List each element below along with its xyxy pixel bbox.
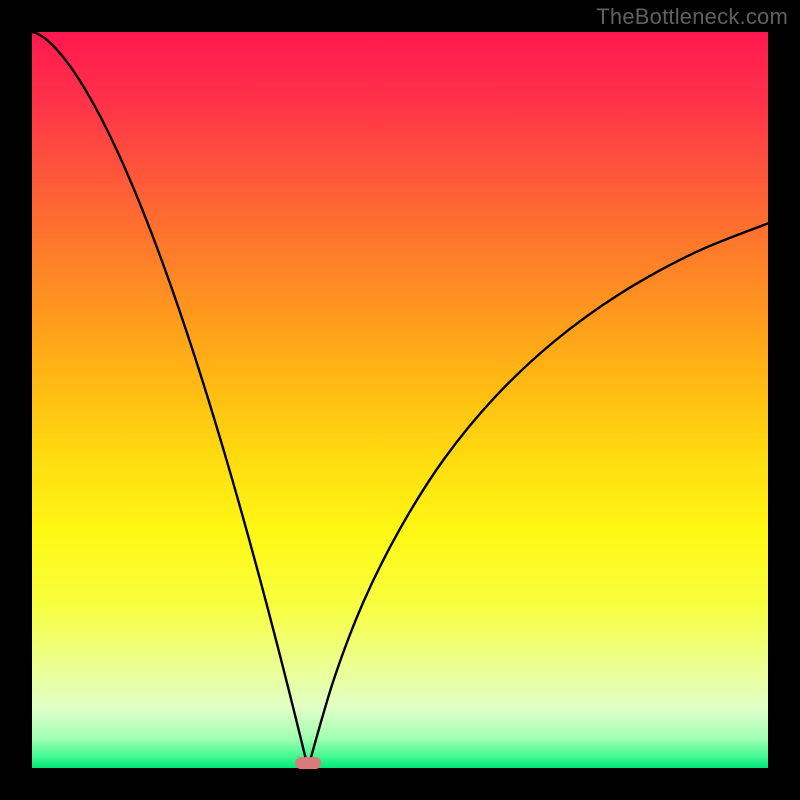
plot-area (32, 32, 768, 768)
curve-path (32, 32, 768, 768)
optimum-marker (295, 757, 321, 769)
watermark-text: TheBottleneck.com (596, 4, 788, 30)
chart-frame: TheBottleneck.com (0, 0, 800, 800)
bottleneck-curve (32, 32, 768, 768)
